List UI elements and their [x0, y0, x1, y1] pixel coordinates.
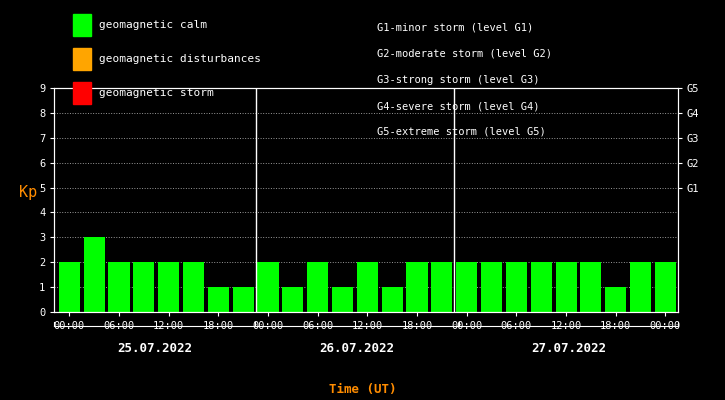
Text: G1-minor storm (level G1): G1-minor storm (level G1) [377, 23, 534, 33]
Text: 27.07.2022: 27.07.2022 [531, 342, 606, 354]
Text: geomagnetic disturbances: geomagnetic disturbances [99, 54, 261, 64]
Bar [605, 287, 626, 312]
Bar [357, 262, 378, 312]
Text: Time (UT): Time (UT) [328, 384, 397, 396]
Bar [133, 262, 154, 312]
Bar [257, 262, 278, 312]
Bar [630, 262, 651, 312]
Bar [531, 262, 552, 312]
Bar [555, 262, 576, 312]
Text: G2-moderate storm (level G2): G2-moderate storm (level G2) [377, 49, 552, 59]
Text: G3-strong storm (level G3): G3-strong storm (level G3) [377, 75, 539, 85]
Text: 26.07.2022: 26.07.2022 [320, 342, 394, 354]
Bar [233, 287, 254, 312]
Text: geomagnetic calm: geomagnetic calm [99, 20, 207, 30]
Bar [307, 262, 328, 312]
Bar [183, 262, 204, 312]
Bar [282, 287, 303, 312]
Bar [158, 262, 179, 312]
Bar [83, 237, 104, 312]
Text: G4-severe storm (level G4): G4-severe storm (level G4) [377, 101, 539, 111]
Text: geomagnetic storm: geomagnetic storm [99, 88, 214, 98]
Bar [481, 262, 502, 312]
Bar [431, 262, 452, 312]
Bar [332, 287, 353, 312]
Bar [208, 287, 229, 312]
Bar [655, 262, 676, 312]
Text: 25.07.2022: 25.07.2022 [117, 342, 192, 354]
Text: G5-extreme storm (level G5): G5-extreme storm (level G5) [377, 127, 546, 137]
Bar [506, 262, 527, 312]
Bar [381, 287, 403, 312]
Bar [581, 262, 602, 312]
Bar [456, 262, 477, 312]
Bar [109, 262, 130, 312]
Bar [59, 262, 80, 312]
Bar [407, 262, 428, 312]
Y-axis label: Kp: Kp [19, 185, 37, 200]
